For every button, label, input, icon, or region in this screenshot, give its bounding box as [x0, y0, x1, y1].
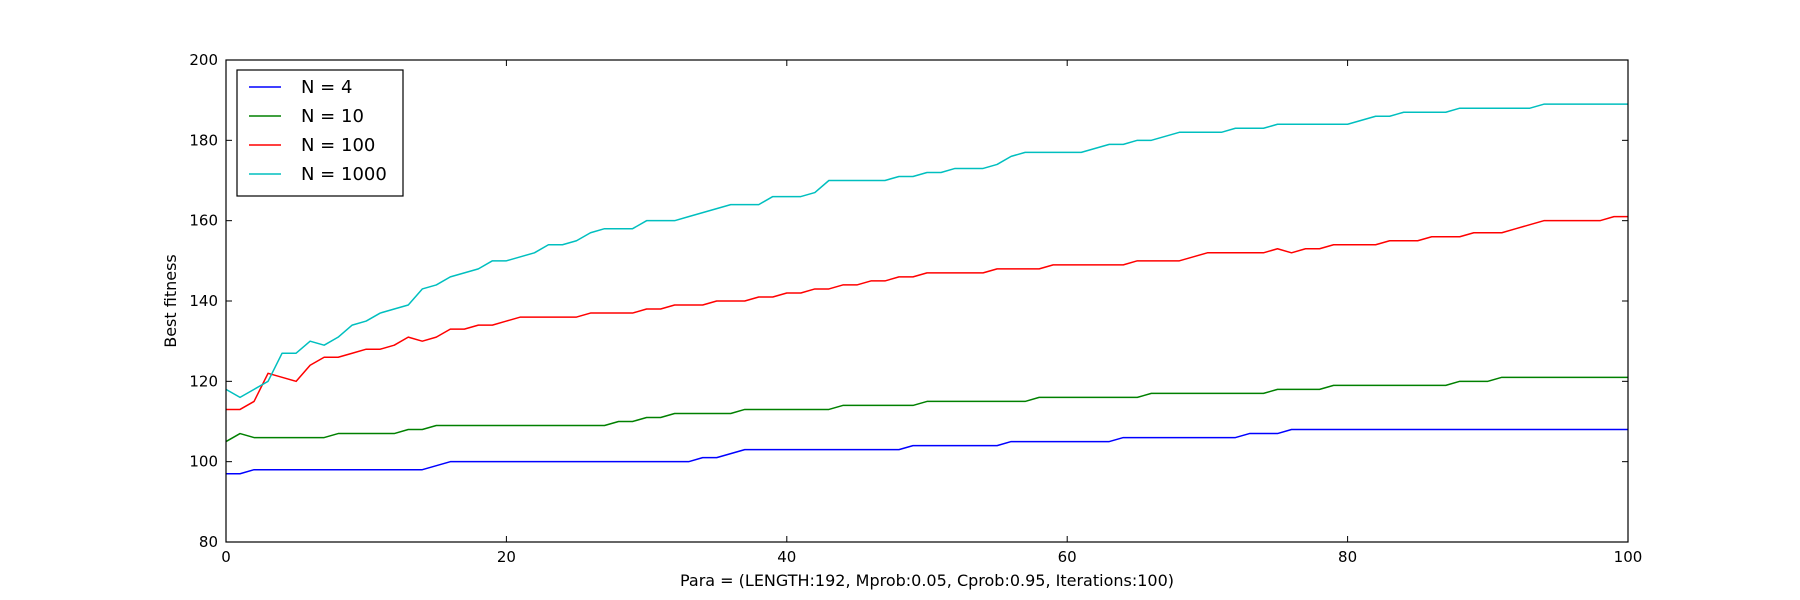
tick-layer: 0 20 40 60 80 100 80 100 120 140 160 180 200 — [189, 51, 1642, 566]
series-line-4 — [225, 103, 1628, 399]
y-tick-label: 120 — [189, 372, 218, 390]
y-tick-label: 100 — [189, 453, 218, 471]
x-tick-label: 100 — [1614, 548, 1643, 566]
legend-label: N = 100 — [301, 135, 375, 156]
series-line-3 — [226, 215, 1628, 411]
x-tick-label: 0 — [221, 548, 231, 566]
legend: N = 4 N = 10 N = 100 N = 1000 — [236, 69, 404, 197]
legend-label: N = 1000 — [301, 164, 387, 185]
legend-box — [236, 69, 404, 197]
series-line-1 — [226, 428, 1628, 475]
legend-label: N = 10 — [301, 106, 364, 127]
y-tick-label: 200 — [189, 51, 218, 69]
legend-label: N = 4 — [301, 77, 352, 98]
x-tick-label: 20 — [497, 548, 516, 566]
x-axis-label: Para = (LENGTH:192, Mprob:0.05, Cprob:0.… — [680, 571, 1174, 590]
series-layer — [225, 103, 1628, 475]
x-tick-label: 60 — [1058, 548, 1077, 566]
y-tick-label: 80 — [199, 533, 218, 551]
y-tick-label: 160 — [189, 212, 218, 230]
series-line-2 — [225, 376, 1628, 443]
y-axis-label: Best fitness — [161, 254, 180, 348]
x-tick-label: 80 — [1338, 548, 1357, 566]
y-tick-label: 140 — [189, 292, 218, 310]
y-tick-label: 180 — [189, 131, 218, 149]
x-tick-label: 40 — [777, 548, 796, 566]
